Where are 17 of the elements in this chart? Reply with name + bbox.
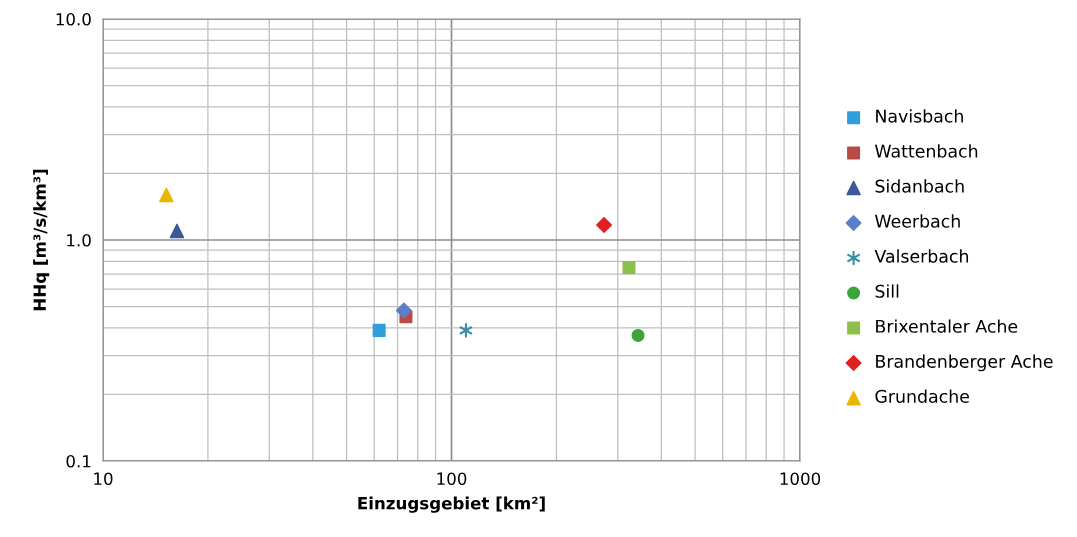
x-tick-label: 100: [437, 472, 467, 486]
x-tick-label: 10: [94, 472, 113, 486]
x-tick-label: 1000: [780, 472, 821, 486]
legend-label: Brixentaler Ache: [876, 319, 1018, 333]
y-tick-label: 10.0: [56, 12, 91, 26]
y-tick-label: 0.1: [66, 454, 91, 468]
legend-label: Navisbach: [876, 109, 963, 123]
y-axis-title: HHq [m³/s/km³]: [33, 169, 50, 311]
legend-label: Weerbach: [875, 214, 960, 228]
y-tick-label: 1.0: [67, 233, 91, 247]
legend-label: Brandenberger Ache: [876, 354, 1053, 372]
legend-label: Valserbach: [874, 249, 969, 263]
legend-label: Wattenbach: [875, 144, 978, 158]
legend-label: Sidanbach: [875, 179, 964, 193]
legend-label: Sill: [875, 284, 899, 298]
legend-label: Grundache: [875, 389, 969, 403]
x-axis-title: Einzugsgebiet [km²]: [358, 496, 545, 513]
